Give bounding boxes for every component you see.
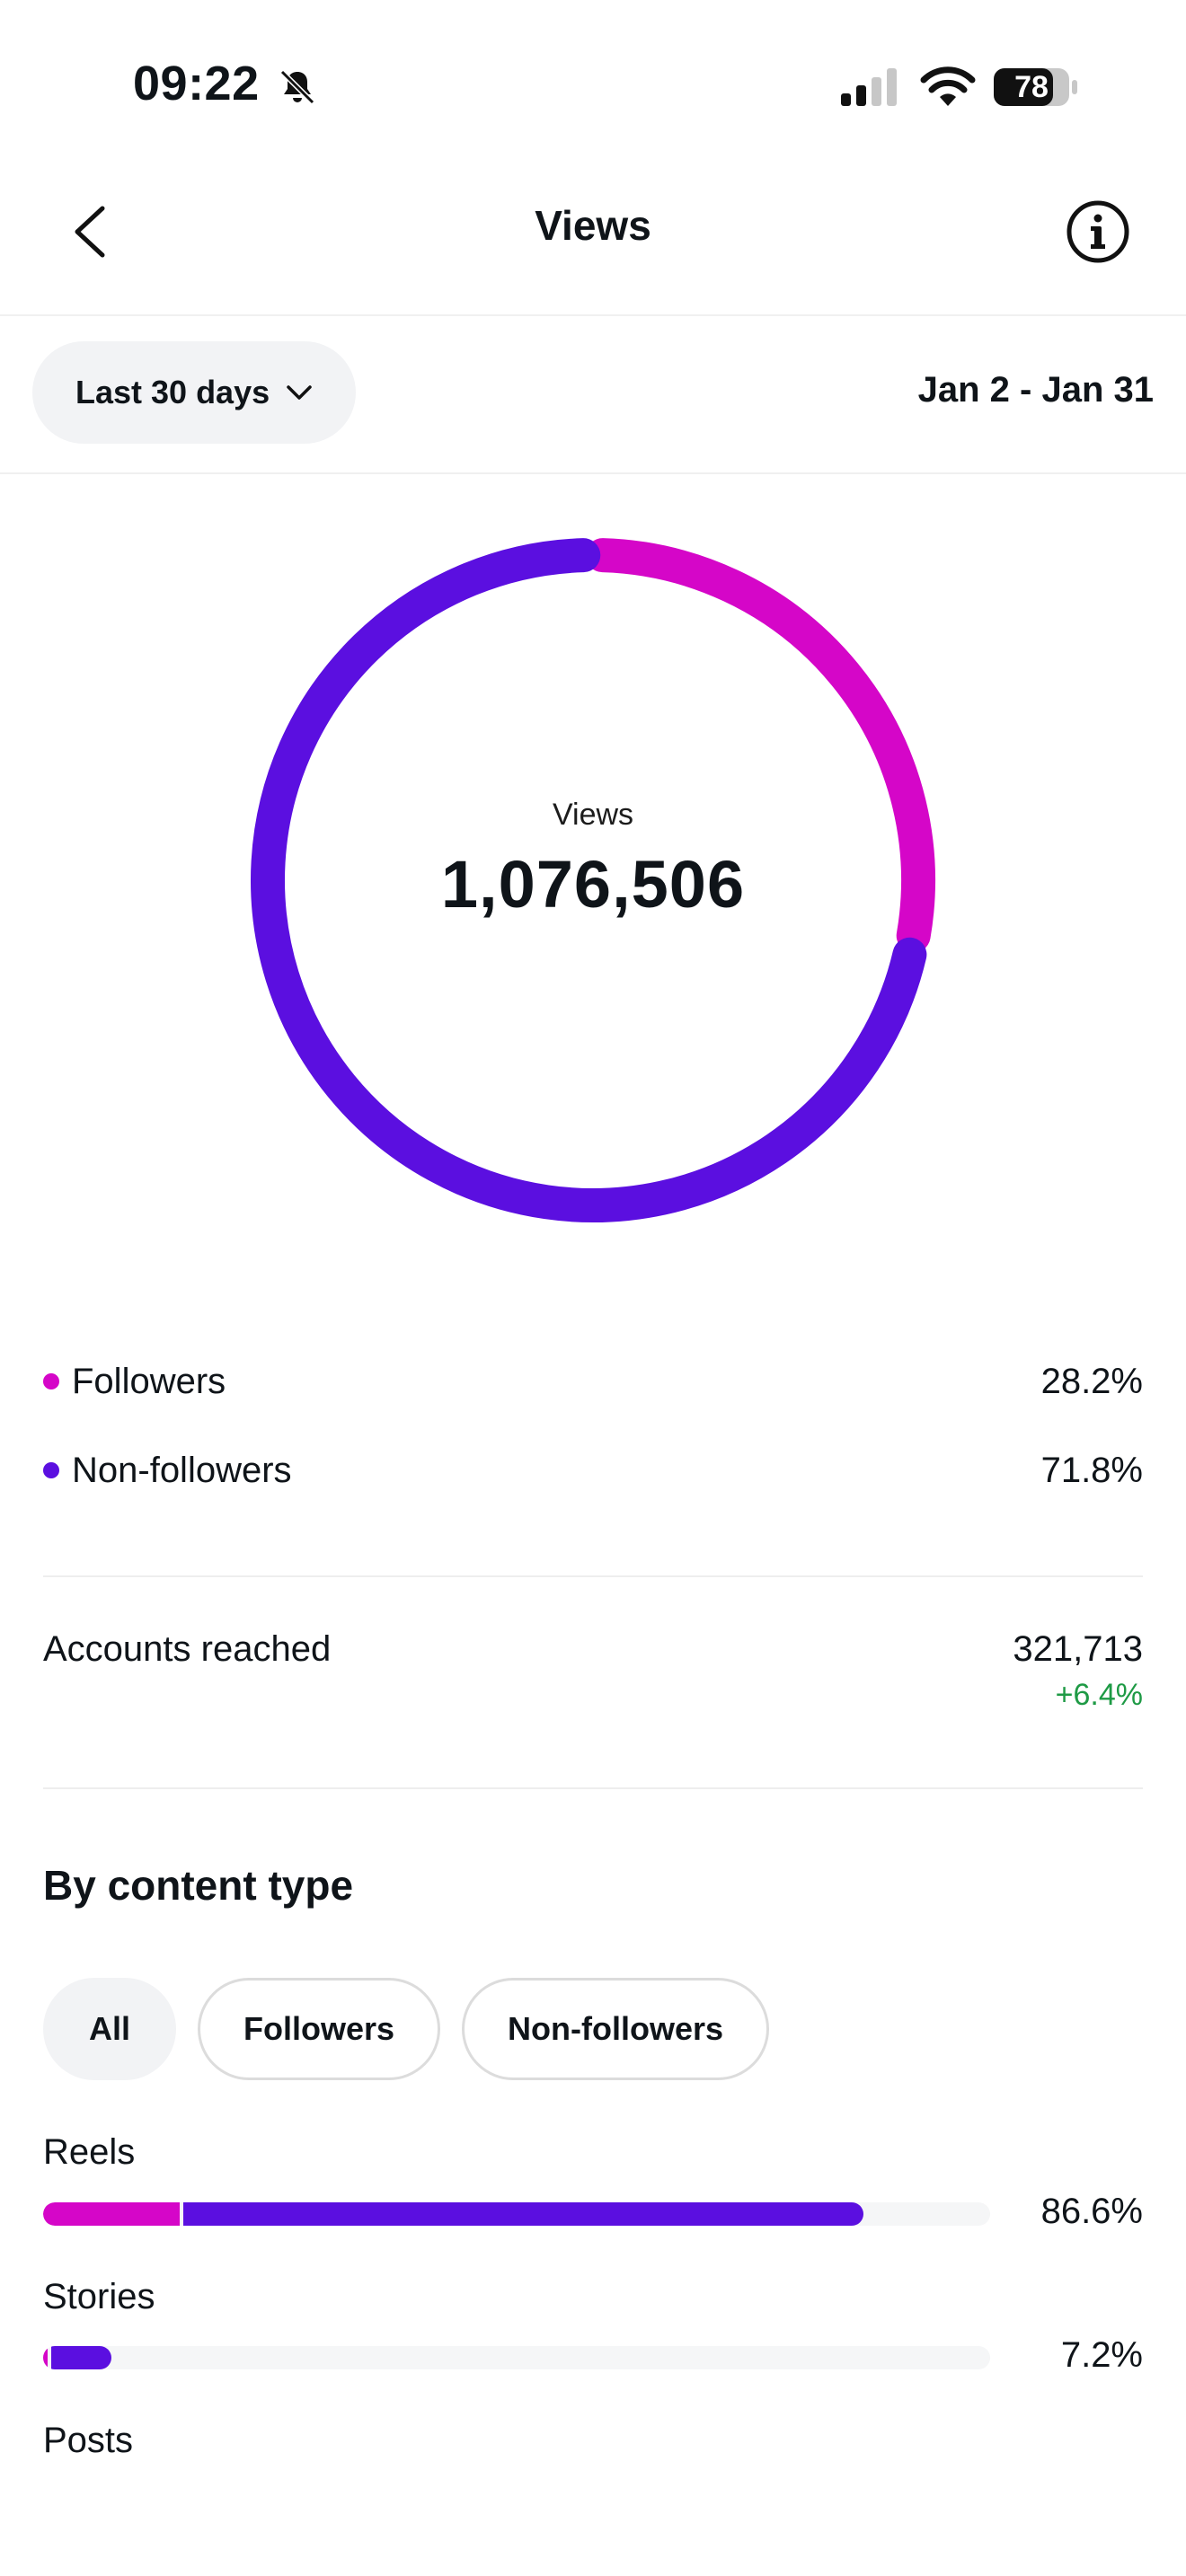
content-type-label-posts: Posts xyxy=(43,2421,134,2460)
accounts-reached-change: +6.4% xyxy=(1055,1678,1143,1712)
content-type-percent-reels: 86.6% xyxy=(1040,2192,1143,2231)
chevron-down-icon xyxy=(287,385,312,400)
total-views-value: 1,076,506 xyxy=(440,847,746,922)
chevron-left-icon xyxy=(75,206,105,258)
date-range-text: Jan 2 - Jan 31 xyxy=(917,370,1154,410)
accounts-reached-value: 321,713 xyxy=(1013,1629,1143,1669)
date-filter-row: Last 30 days Jan 2 - Jan 31 xyxy=(0,316,1186,474)
battery-icon xyxy=(994,68,1077,106)
donut-center-label: Views xyxy=(552,798,634,832)
cellular-signal-icon xyxy=(841,68,897,106)
chip-followers[interactable]: Followers xyxy=(198,1978,441,2080)
chip-non-followers[interactable]: Non-followers xyxy=(462,1978,770,2080)
chip-all[interactable]: All xyxy=(43,1978,177,2080)
legend-label: Followers xyxy=(72,1361,226,1401)
page-title: Views xyxy=(535,202,651,249)
content-type-percent-stories: 7.2% xyxy=(1060,2335,1143,2375)
accounts-reached-label: Accounts reached xyxy=(43,1629,332,1669)
info-icon xyxy=(1067,200,1129,263)
legend-row-non-followers: Non-followers 71.8% xyxy=(43,1439,1143,1502)
bell-slash-icon xyxy=(279,69,315,105)
views-donut-chart: Views 1,076,506 xyxy=(234,521,952,1239)
divider xyxy=(43,1575,1143,1577)
donut-svg xyxy=(251,538,935,1222)
back-button[interactable] xyxy=(54,196,126,268)
followers-dot-icon xyxy=(43,1373,59,1389)
accounts-reached-row[interactable]: Accounts reached 321,713 +6.4% xyxy=(43,1624,1143,1732)
bar-segment-followers xyxy=(43,2346,48,2369)
bar-segment-non-followers xyxy=(183,2202,863,2226)
date-range-dropdown[interactable]: Last 30 days xyxy=(32,341,357,444)
non-followers-dot-icon xyxy=(43,1462,59,1478)
battery-indicator: 78 xyxy=(994,66,1080,108)
status-bar: 09:22 78 xyxy=(0,0,1186,171)
header: Views xyxy=(0,171,1186,316)
section-title: By content type xyxy=(43,1862,354,1909)
divider xyxy=(43,1787,1143,1789)
content-type-label-reels: Reels xyxy=(43,2132,136,2172)
content-type-bar-reels xyxy=(43,2202,990,2226)
content-type-label-stories: Stories xyxy=(43,2277,155,2316)
bar-segment-non-followers xyxy=(50,2346,111,2369)
legend-percent: 71.8% xyxy=(1040,1450,1143,1490)
legend-percent: 28.2% xyxy=(1040,1361,1143,1401)
bar-segment-followers xyxy=(43,2202,181,2226)
content-type-filter-chips: All Followers Non-followers xyxy=(43,1978,770,2080)
wifi-icon xyxy=(920,66,976,106)
legend-row-followers: Followers 28.2% xyxy=(43,1350,1143,1413)
content-type-bar-stories xyxy=(43,2346,990,2369)
donut-segment-non-followers xyxy=(251,538,927,1222)
donut-segment-followers xyxy=(585,538,935,953)
date-range-dropdown-label: Last 30 days xyxy=(75,374,270,410)
status-time: 09:22 xyxy=(133,57,260,110)
info-button[interactable] xyxy=(1058,192,1137,271)
legend-label: Non-followers xyxy=(72,1450,292,1490)
battery-level: 78 xyxy=(1014,70,1049,104)
